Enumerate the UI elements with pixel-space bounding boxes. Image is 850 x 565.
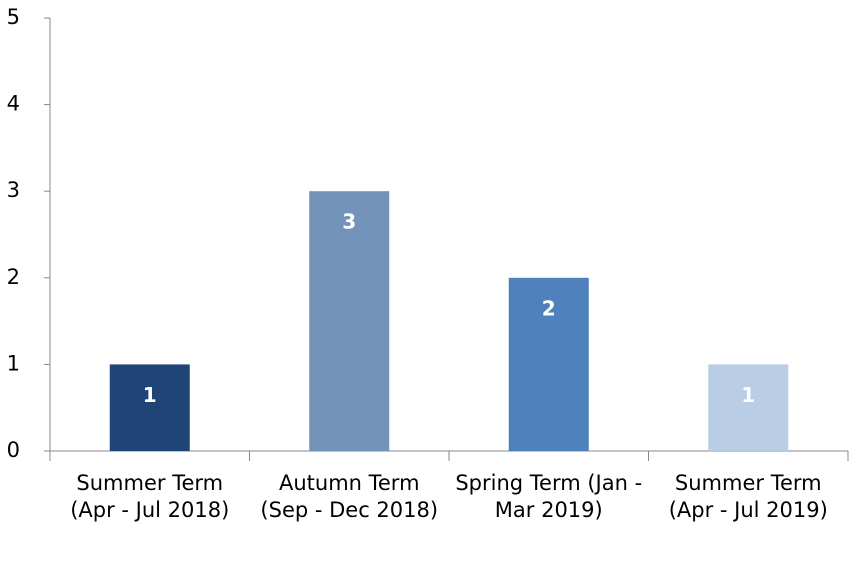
y-tick-label: 5 — [7, 5, 20, 29]
data-label: 3 — [342, 210, 356, 234]
y-tick-label: 3 — [7, 178, 20, 202]
x-tick-label: Summer Term (Apr - Jul 2019) — [668, 471, 828, 522]
y-tick-label: 4 — [7, 92, 20, 116]
y-tick-label: 0 — [7, 438, 20, 462]
bar — [508, 277, 589, 451]
data-label: 1 — [143, 383, 157, 407]
x-tick-label: Spring Term (Jan - Mar 2019) — [455, 471, 643, 522]
bar — [109, 364, 190, 451]
x-tick-label: Autumn Term (Sep - Dec 2018) — [260, 471, 439, 522]
data-label: 1 — [741, 383, 755, 407]
bar — [708, 364, 789, 451]
y-tick-label: 2 — [7, 265, 20, 289]
y-tick-label: 1 — [7, 351, 20, 375]
x-tick-label: Summer Term (Apr - Jul 2018) — [70, 471, 230, 522]
bar — [309, 191, 390, 451]
data-label: 2 — [542, 296, 556, 320]
